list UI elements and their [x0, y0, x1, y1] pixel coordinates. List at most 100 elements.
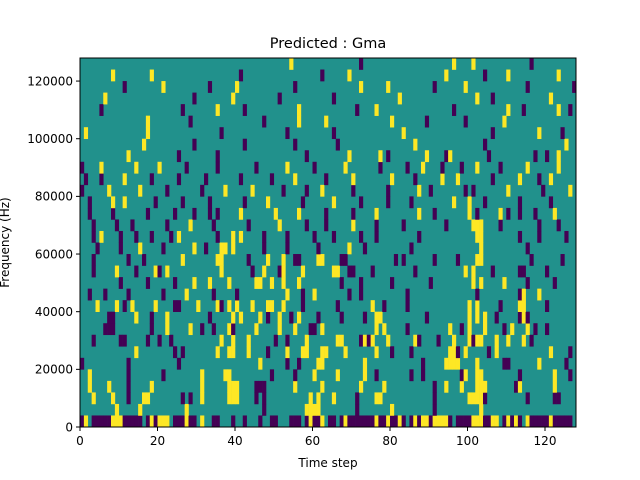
heatmap-cell: [316, 311, 321, 324]
heatmap-cell: [312, 415, 317, 428]
heatmap-cell: [99, 104, 104, 116]
heatmap-cell: [111, 392, 116, 405]
heatmap-cell: [238, 69, 244, 82]
heatmap-cell: [246, 334, 251, 347]
heatmap-cell: [320, 415, 325, 428]
heatmap-cell: [254, 392, 259, 405]
heatmap-cell: [211, 219, 216, 232]
heatmap-cell: [494, 311, 499, 324]
heatmap-cell: [134, 311, 139, 324]
heatmap-cell: [91, 415, 96, 428]
heatmap-cell: [235, 300, 240, 312]
x-axis-label: Time step: [297, 456, 357, 470]
heatmap-cell: [192, 207, 197, 220]
heatmap-cell: [463, 184, 468, 197]
heatmap-cell: [498, 207, 503, 220]
heatmap-cell: [142, 254, 147, 266]
heatmap-cell: [359, 380, 364, 393]
heatmap-cell: [192, 92, 197, 105]
heatmap-cell: [351, 219, 356, 232]
heatmap-cell: [432, 392, 437, 405]
heatmap-cell: [262, 403, 267, 416]
heatmap-cell: [498, 219, 503, 232]
heatmap-cell: [452, 104, 457, 116]
heatmap-cell: [111, 207, 116, 220]
heatmap-cell: [556, 219, 561, 232]
heatmap-cell: [502, 115, 507, 128]
heatmap-cell: [463, 346, 468, 359]
heatmap-cell: [390, 115, 395, 128]
heatmap-cell: [312, 403, 317, 416]
heatmap-cell: [91, 254, 96, 266]
heatmap-cell: [200, 369, 205, 382]
heatmap-cell: [359, 196, 364, 209]
y-axis-label: Frequency (Hz): [0, 197, 12, 288]
heatmap-cell: [173, 277, 178, 289]
heatmap-cell: [285, 242, 290, 255]
heatmap-cell: [215, 415, 220, 428]
heatmap-cell: [111, 196, 116, 209]
heatmap-cell: [467, 323, 472, 336]
heatmap-cell: [506, 415, 511, 428]
heatmap-cell: [413, 265, 418, 278]
heatmap-cell: [277, 219, 282, 232]
heatmap-cell: [421, 415, 426, 428]
heatmap-cell: [448, 357, 453, 370]
heatmap-cell: [153, 196, 158, 209]
heatmap-cell: [80, 357, 85, 370]
heatmap-cell: [87, 369, 92, 382]
heatmap-cell: [370, 334, 375, 347]
heatmap-cell: [300, 265, 306, 278]
heatmap-cell: [269, 369, 275, 382]
heatmap-cell: [452, 357, 457, 370]
heatmap-cell: [324, 346, 329, 359]
heatmap-cell: [479, 415, 484, 428]
heatmap-cell: [475, 161, 480, 174]
heatmap-cell: [514, 380, 519, 393]
heatmap-cell: [537, 127, 542, 140]
heatmap-cell: [405, 300, 410, 312]
heatmap-cell: [533, 415, 538, 428]
heatmap-cell: [556, 69, 561, 82]
heatmap-cell: [351, 265, 356, 278]
heatmap-cell: [235, 380, 240, 393]
heatmap-cell: [514, 415, 519, 428]
heatmap-cell: [417, 415, 422, 428]
heatmap-cell: [122, 300, 127, 312]
heatmap-cell: [479, 277, 484, 289]
heatmap-cell: [130, 415, 135, 428]
heatmap-cell: [107, 311, 112, 324]
heatmap-cell: [463, 81, 468, 93]
heatmap-cell: [455, 173, 461, 186]
heatmap-cell: [397, 92, 402, 105]
heatmap-cell: [370, 265, 375, 278]
heatmap-cell: [359, 230, 364, 243]
heatmap-cell: [153, 300, 158, 312]
heatmap-cell: [490, 173, 495, 186]
heatmap-cell: [355, 403, 360, 416]
heatmap-cell: [475, 311, 480, 324]
heatmap-cell: [331, 265, 337, 278]
heatmap-cell: [506, 104, 511, 116]
heatmap-cell: [107, 415, 112, 428]
heatmap-cell: [417, 207, 422, 220]
heatmap-cell: [378, 161, 383, 174]
heatmap-cell: [165, 323, 170, 336]
heatmap-cell: [91, 265, 96, 278]
heatmap-cell: [471, 392, 476, 405]
heatmap-cell: [428, 184, 433, 197]
heatmap-cell: [552, 277, 557, 289]
heatmap-cell: [242, 104, 247, 116]
heatmap-cell: [297, 311, 302, 324]
heatmap-cell: [502, 277, 507, 289]
heatmap-cell: [308, 403, 313, 416]
heatmap-cell: [227, 369, 232, 382]
heatmap-cell: [207, 81, 213, 93]
heatmap-cell: [370, 415, 375, 428]
heatmap-cell: [304, 415, 309, 428]
heatmap-cell: [568, 184, 573, 197]
heatmap-cell: [80, 161, 85, 174]
heatmap-cell: [114, 415, 120, 428]
heatmap-cell: [362, 415, 368, 428]
